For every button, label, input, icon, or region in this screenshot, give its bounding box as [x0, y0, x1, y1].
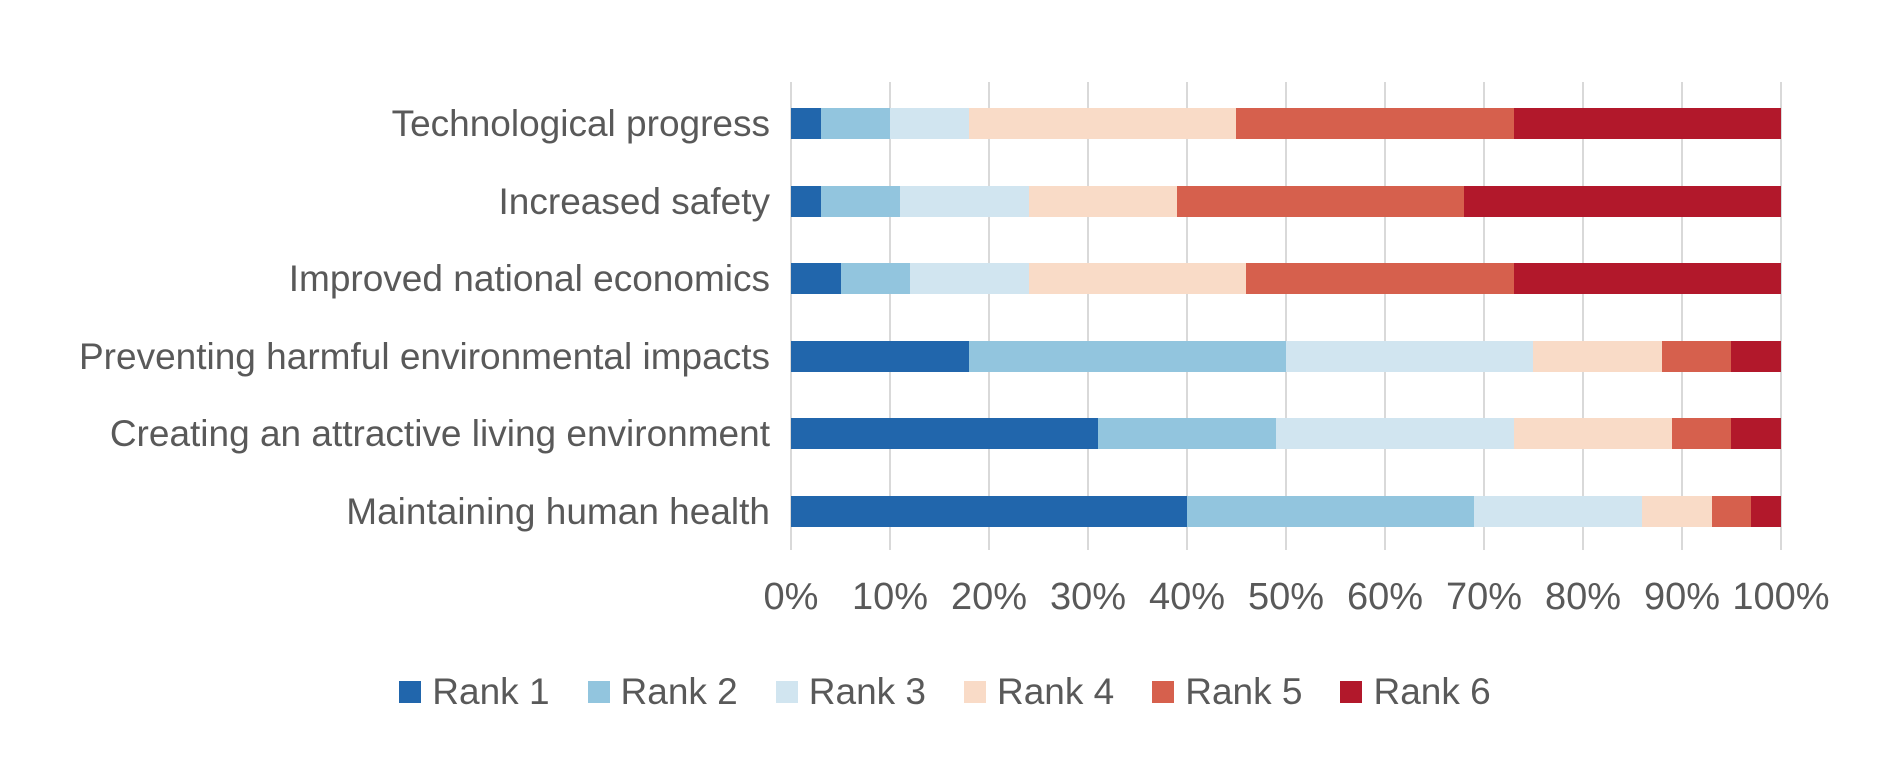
bar-segment-rank-1 — [791, 418, 1098, 449]
bar-segment-rank-5 — [1672, 418, 1732, 449]
gridline — [1087, 82, 1089, 550]
legend-item: Rank 4 — [964, 672, 1114, 712]
legend-swatch-icon — [775, 681, 798, 703]
bar-segment-rank-6 — [1731, 341, 1781, 372]
x-tick-label: 70% — [1445, 576, 1523, 618]
legend-label: Rank 5 — [1185, 671, 1303, 712]
bar-segment-rank-2 — [1097, 418, 1277, 449]
bar-segment-rank-4 — [1028, 263, 1247, 294]
x-tick-label: 30% — [1049, 576, 1127, 618]
x-tick-label: 50% — [1247, 576, 1325, 618]
bar-segment-rank-5 — [1236, 108, 1514, 139]
bar-segment-rank-5 — [1711, 496, 1752, 527]
bar-segment-rank-3 — [1276, 418, 1514, 449]
legend-swatch-icon — [1340, 681, 1363, 703]
legend: Rank 1 Rank 2 Rank 3 Rank 4 Rank 5 Rank 6 — [0, 668, 1890, 716]
bar-segment-rank-3 — [1474, 496, 1643, 527]
legend-label: Rank 4 — [997, 671, 1115, 712]
bar-segment-rank-4 — [1028, 186, 1178, 217]
gridline — [1780, 82, 1782, 550]
legend-swatch-icon — [587, 681, 610, 703]
gridline — [988, 82, 990, 550]
gridline — [1483, 82, 1485, 550]
legend-item: Rank 3 — [775, 671, 926, 712]
bar-row — [791, 496, 1781, 527]
category-label: Technological progress — [391, 102, 770, 144]
bar-row — [791, 418, 1781, 449]
bar-segment-rank-1 — [791, 263, 841, 294]
x-tick-label: 10% — [851, 576, 929, 618]
bar-row — [791, 263, 1781, 294]
bar-segment-rank-1 — [791, 496, 1187, 527]
bar-row — [791, 186, 1781, 217]
bar-segment-rank-1 — [791, 108, 821, 139]
x-tick-label: 40% — [1148, 576, 1226, 618]
bar-segment-rank-6 — [1513, 108, 1781, 139]
legend-swatch-icon — [964, 681, 986, 703]
bar-segment-rank-5 — [1662, 341, 1732, 372]
gridline — [1681, 82, 1683, 550]
category-label: Creating an attractive living environmen… — [109, 412, 770, 454]
bar-segment-rank-1 — [791, 186, 821, 217]
legend-swatch-icon — [1152, 681, 1175, 703]
legend-item: Rank 5 — [1152, 672, 1302, 712]
legend-swatch-icon — [399, 681, 422, 703]
bar-segment-rank-4 — [1642, 496, 1712, 527]
bar-row — [791, 341, 1781, 372]
category-label: Maintaining human health — [346, 490, 770, 532]
x-tick-label: 60% — [1346, 576, 1424, 618]
bar-segment-rank-5 — [1177, 186, 1465, 217]
bar-segment-rank-5 — [1246, 263, 1514, 294]
gridline — [1384, 82, 1386, 550]
bar-segment-rank-2 — [1187, 496, 1475, 527]
gridline — [1186, 82, 1188, 550]
x-tick-label: 100% — [1732, 576, 1830, 618]
bar-segment-rank-1 — [791, 341, 970, 372]
bar-segment-rank-6 — [1513, 263, 1781, 294]
gridline — [889, 82, 891, 550]
legend-item: Rank 6 — [1340, 671, 1491, 712]
gridline — [1582, 82, 1584, 550]
bar-segment-rank-4 — [1513, 418, 1673, 449]
legend-item: Rank 1 — [399, 671, 550, 712]
bar-segment-rank-6 — [1751, 496, 1781, 527]
legend-label: Rank 6 — [1373, 671, 1491, 712]
gridline — [790, 82, 792, 550]
x-tick-label: 90% — [1643, 576, 1721, 618]
bar-segment-rank-6 — [1464, 186, 1781, 217]
bar-segment-rank-4 — [969, 108, 1237, 139]
bar-segment-rank-3 — [909, 263, 1029, 294]
bar-segment-rank-3 — [899, 186, 1029, 217]
bar-segment-rank-3 — [889, 108, 970, 139]
legend-label: Rank 1 — [432, 671, 550, 712]
bar-row — [791, 108, 1781, 139]
gridline — [1285, 82, 1287, 550]
x-tick-label: 80% — [1544, 576, 1622, 618]
legend-item: Rank 2 — [587, 671, 738, 712]
bar-segment-rank-2 — [840, 263, 910, 294]
category-labels: Technological progress Increased safety Im… — [0, 0, 770, 768]
category-label: Preventing harmful environmental impacts — [79, 335, 770, 377]
bar-segment-rank-2 — [820, 186, 900, 217]
bar-segment-rank-2 — [820, 108, 890, 139]
bar-segment-rank-3 — [1285, 341, 1534, 372]
category-label: Improved national economics — [288, 257, 770, 299]
plot-area — [790, 82, 1782, 550]
category-label: Increased safety — [498, 180, 770, 222]
legend-label: Rank 2 — [620, 671, 738, 712]
bar-segment-rank-2 — [969, 341, 1286, 372]
x-tick-label: 20% — [950, 576, 1028, 618]
legend-label: Rank 3 — [808, 671, 926, 712]
bar-segment-rank-6 — [1731, 418, 1781, 449]
bar-segment-rank-4 — [1533, 341, 1663, 372]
